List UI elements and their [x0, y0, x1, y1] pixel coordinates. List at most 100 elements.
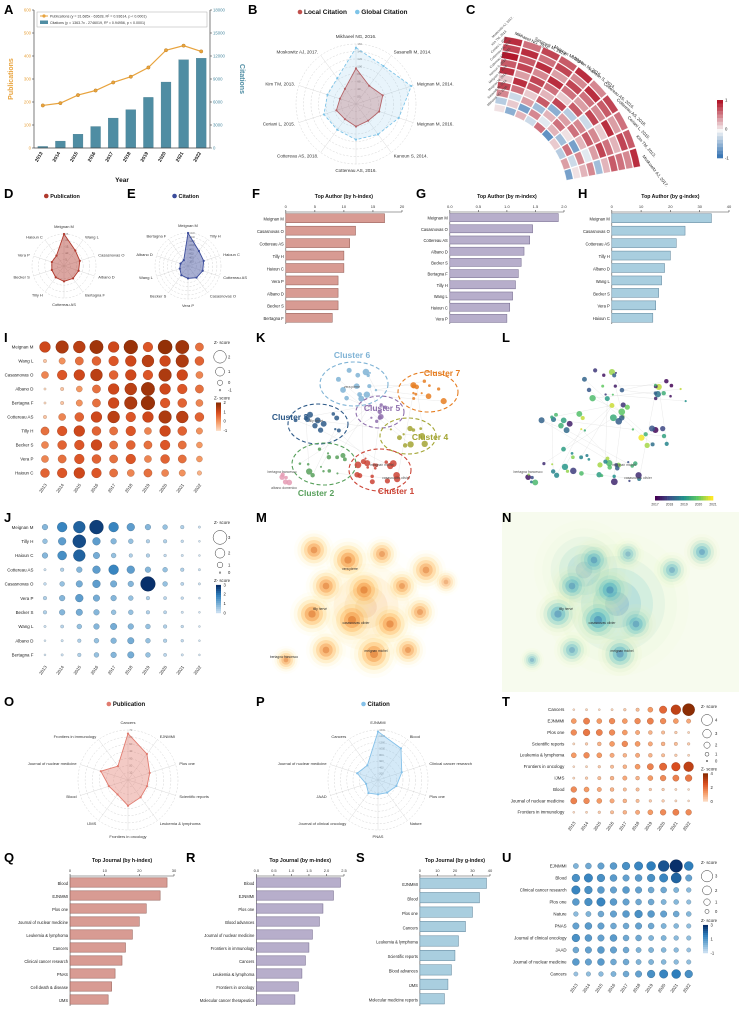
svg-text:2022: 2022: [193, 482, 203, 493]
svg-text:160: 160: [357, 42, 362, 46]
svg-text:1.5: 1.5: [306, 868, 312, 873]
svg-text:1.0: 1.0: [504, 204, 510, 209]
svg-text:Wang L: Wang L: [596, 279, 611, 284]
svg-text:10: 10: [639, 204, 644, 209]
svg-text:Plos one: Plos one: [550, 899, 568, 904]
panel-M-chart: meignan michel casasnovas olivier vera pie…: [256, 512, 500, 692]
svg-text:800: 800: [189, 247, 194, 251]
svg-text:2022: 2022: [682, 982, 692, 993]
svg-text:Plos one: Plos one: [52, 907, 69, 912]
svg-text:Cell death & disease: Cell death & disease: [30, 985, 68, 990]
svg-text:0: 0: [725, 127, 728, 132]
svg-text:Becker S: Becker S: [16, 610, 34, 615]
svg-text:Meignan M: Meignan M: [12, 345, 34, 350]
svg-text:1000: 1000: [379, 747, 385, 751]
panel-U-label: U: [502, 850, 512, 865]
svg-text:Blood: Blood: [66, 794, 76, 799]
svg-text:Blood: Blood: [555, 875, 567, 880]
svg-text:Plos one: Plos one: [547, 730, 565, 735]
svg-text:Bertagna F: Bertagna F: [85, 293, 105, 298]
svg-text:Journal of clinical oncology: Journal of clinical oncology: [514, 935, 567, 940]
svg-text:Albano D: Albano D: [431, 249, 448, 254]
panel-L-chart: bertagna francesco meignan michel casasnov…: [513, 368, 717, 507]
svg-text:2021: 2021: [669, 820, 679, 831]
svg-text:Tilly H: Tilly H: [273, 254, 284, 259]
svg-text:casasnovas olivier: casasnovas olivier: [382, 476, 411, 480]
svg-text:10: 10: [435, 868, 440, 873]
svg-text:Cottereau AS, 2016.: Cottereau AS, 2016.: [335, 168, 376, 173]
svg-text:Plos one: Plos one: [402, 911, 419, 916]
panel-N-label: N: [502, 510, 512, 525]
svg-text:2013: 2013: [34, 151, 45, 164]
svg-text:120: 120: [357, 57, 362, 61]
svg-text:Wang L: Wang L: [18, 359, 34, 364]
svg-text:Albano D: Albano D: [267, 291, 284, 296]
svg-text:Frontiers in immunology: Frontiers in immunology: [518, 810, 566, 815]
svg-text:Plos one: Plos one: [429, 794, 445, 799]
svg-text:2018: 2018: [666, 503, 674, 507]
panel-G: G Top Author (by m-index) 0.0 0.5 1.0 1.5 2.0…: [416, 186, 574, 328]
panel-U: U EJNMMI Blood Clinical cancer research Plo…: [502, 850, 739, 1010]
svg-text:Becker S: Becker S: [16, 443, 34, 448]
svg-text:Cottereau AS: Cottereau AS: [423, 238, 448, 243]
svg-text:meignan michel: meignan michel: [612, 463, 636, 467]
svg-text:Clinical cancer research: Clinical cancer research: [429, 761, 472, 766]
svg-text:Becker S: Becker S: [14, 275, 31, 280]
svg-text:Top Journal (by m-index): Top Journal (by m-index): [269, 858, 331, 864]
svg-text:Meignan M, 2016.: Meignan M, 2016.: [417, 121, 454, 126]
svg-text:0: 0: [224, 419, 227, 424]
svg-text:2017: 2017: [651, 503, 659, 507]
svg-text:IJMS: IJMS: [87, 821, 96, 826]
svg-text:Year: Year: [115, 177, 129, 184]
svg-text:2022: 2022: [682, 820, 692, 831]
svg-text:2019: 2019: [141, 482, 151, 493]
svg-text:Becker S: Becker S: [593, 291, 610, 296]
svg-text:Moskowitz AJ, 2017.: Moskowitz AJ, 2017.: [641, 154, 669, 188]
svg-text:Leukemia & lymphoma: Leukemia & lymphoma: [160, 821, 201, 826]
svg-text:Z- score: Z- score: [214, 520, 231, 525]
svg-text:2: 2: [711, 785, 714, 790]
panel-A-label: A: [4, 2, 14, 17]
panel-H-label: H: [578, 186, 588, 201]
svg-text:2017: 2017: [619, 982, 629, 993]
svg-text:Local Citation: Local Citation: [304, 9, 347, 16]
svg-text:Kanoun S, 2014.: Kanoun S, 2014.: [394, 153, 428, 158]
svg-text:0.5: 0.5: [271, 868, 277, 873]
svg-text:Becker S: Becker S: [431, 261, 448, 266]
svg-text:30: 30: [172, 868, 177, 873]
svg-text:Cluster 1: Cluster 1: [378, 486, 415, 496]
svg-text:300: 300: [24, 77, 32, 82]
svg-text:30: 30: [470, 868, 475, 873]
panel-T-label: T: [502, 694, 510, 709]
svg-text:0: 0: [285, 204, 288, 209]
panel-B-label: B: [248, 2, 258, 17]
svg-text:Journal of nuclear medicine: Journal of nuclear medicine: [513, 959, 567, 964]
svg-text:20: 20: [453, 868, 458, 873]
svg-text:2021: 2021: [175, 482, 185, 493]
svg-text:1: 1: [715, 752, 718, 757]
svg-text:1200: 1200: [379, 740, 385, 744]
svg-text:20: 20: [668, 204, 673, 209]
svg-text:2014: 2014: [580, 820, 590, 831]
svg-text:2017: 2017: [107, 482, 117, 493]
panel-G-chart: Top Author (by m-index) 0.0 0.5 1.0 1.5 2.0 Me…: [421, 194, 568, 324]
svg-text:Vera P: Vera P: [18, 252, 30, 257]
svg-text:Meignan M: Meignan M: [428, 216, 449, 221]
svg-text:vera pierre: vera pierre: [342, 567, 358, 571]
panel-K: K Cluster 3 Cluster 6 Cluster 7 Cluster 5 Cl…: [256, 330, 500, 510]
panel-D-label: D: [4, 186, 14, 201]
svg-text:meignan michel: meignan michel: [370, 463, 394, 467]
svg-text:IJMS: IJMS: [409, 983, 419, 988]
svg-text:600: 600: [24, 8, 32, 13]
svg-text:EJNMMI: EJNMMI: [370, 720, 385, 725]
svg-text:0.0: 0.0: [447, 204, 453, 209]
svg-text:4: 4: [715, 717, 718, 722]
svg-text:400: 400: [189, 256, 194, 260]
svg-text:200: 200: [379, 772, 384, 776]
panel-M: M meignan michel casasnovas olivier vera p…: [256, 510, 500, 692]
svg-text:140: 140: [357, 49, 362, 53]
svg-text:20: 20: [400, 204, 405, 209]
svg-text:Frontiers in oncology: Frontiers in oncology: [109, 834, 146, 839]
panel-B-chart: Mikhaeel NG, 2016. Sasanelli M, 2014. Meig…: [263, 9, 454, 173]
